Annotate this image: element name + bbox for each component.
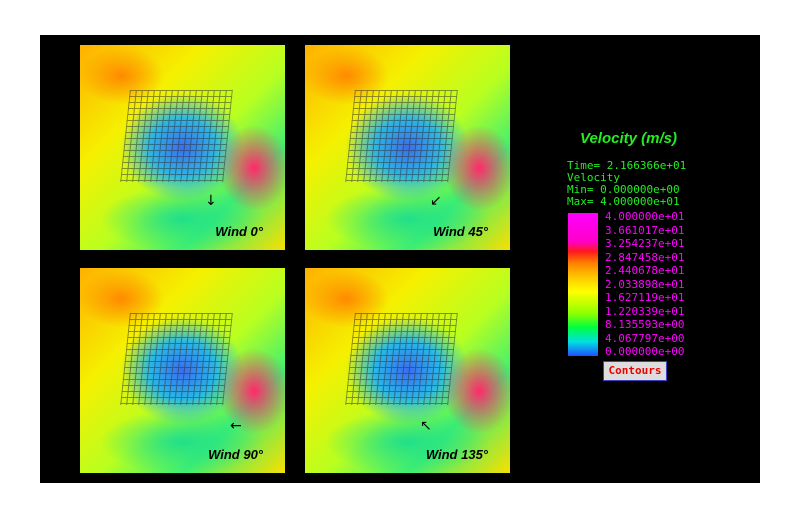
variable-name: Velocity [567,171,620,184]
wind-arrow-icon: ← [230,418,242,434]
tick-label: 4.067797e+00 [605,331,685,345]
wind-arrow-icon: ↙ [430,193,442,209]
max-readout: Max= 4.000000e+01 [567,195,680,208]
colorbar-labels: 4.000000e+01 3.661017e+01 3.254237e+01 2… [605,210,684,359]
legend-title: Velocity (m/s) [580,130,677,147]
panel-label: Wind 0° [215,224,263,239]
tick-label: 3.254237e+01 [605,237,685,250]
colorbar [568,213,598,356]
tick-label: 0.000000e+00 [605,345,685,358]
building-grid [345,313,458,406]
building-grid [120,313,233,406]
tick-label: 2.033898e+01 [605,277,685,291]
building-grid [120,90,233,183]
contours-button[interactable]: Contours [603,361,667,381]
tick-label: 4.000000e+01 [605,210,685,223]
min-readout: Min= 0.000000e+00 [567,183,680,196]
wind-arrow-icon: ↓ [205,193,217,209]
building-grid [345,90,458,183]
panel-label: Wind 135° [425,447,488,462]
panel-wind-0: ↓ Wind 0° [80,45,285,250]
tick-label: 2.440678e+01 [605,264,685,277]
panel-wind-45: ↙ Wind 45° [305,45,510,250]
legend-info: Time= 2.166366e+01 Velocity Min= 0.00000… [567,160,686,208]
panel-label: Wind 90° [208,447,263,462]
panel-label: Wind 45° [433,224,488,239]
panel-wind-135: ↖ Wind 135° [305,268,510,473]
panel-wind-90: ← Wind 90° [80,268,285,473]
tick-label: 8.135593e+00 [605,318,685,331]
tick-label: 3.661017e+01 [605,223,685,237]
time-readout: Time= 2.166366e+01 [567,159,687,172]
tick-label: 2.847458e+01 [605,250,685,264]
tick-label: 1.220339e+01 [605,304,685,318]
wind-arrow-icon: ↖ [420,418,432,434]
tick-label: 1.627119e+01 [605,291,685,304]
